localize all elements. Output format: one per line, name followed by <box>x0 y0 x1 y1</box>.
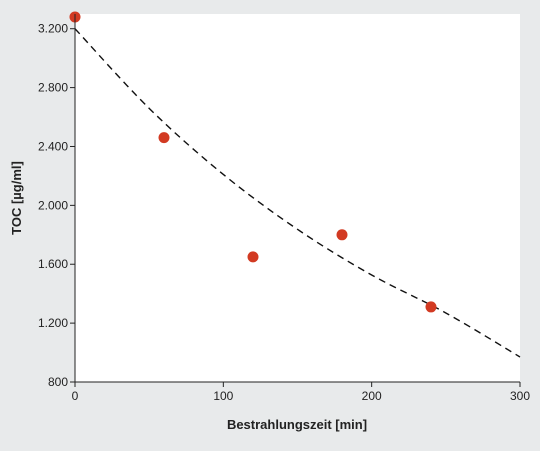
x-ticks: 0 100 200 300 <box>72 382 530 403</box>
x-tick-label: 300 <box>510 389 530 403</box>
fit-curve <box>74 28 521 358</box>
x-tick-label: 200 <box>362 389 382 403</box>
data-point <box>247 251 259 263</box>
y-tick-label: 3.200 <box>38 22 68 36</box>
y-tick-label: 1.600 <box>38 257 68 271</box>
x-axis-label: Bestrahlungszeit [min] <box>227 417 367 432</box>
y-tick-label: 1.200 <box>38 316 68 330</box>
y-tick-label: 800 <box>48 375 68 389</box>
y-axis-label: TOC [µg/ml] <box>9 161 24 235</box>
y-tick-label: 2.800 <box>38 81 68 95</box>
y-ticks: 800 1.200 1.600 2.000 2.400 2.800 3.200 <box>38 22 75 389</box>
y-tick-label: 2.000 <box>38 198 68 212</box>
axes <box>74 14 520 383</box>
plot-area <box>75 14 520 382</box>
fit-curve-layer <box>74 28 521 358</box>
x-tick-label: 0 <box>72 389 79 403</box>
data-point <box>425 301 437 313</box>
x-tick-label: 100 <box>213 389 233 403</box>
y-tick-label: 2.400 <box>38 139 68 153</box>
data-point <box>336 229 348 241</box>
data-point <box>158 132 170 144</box>
